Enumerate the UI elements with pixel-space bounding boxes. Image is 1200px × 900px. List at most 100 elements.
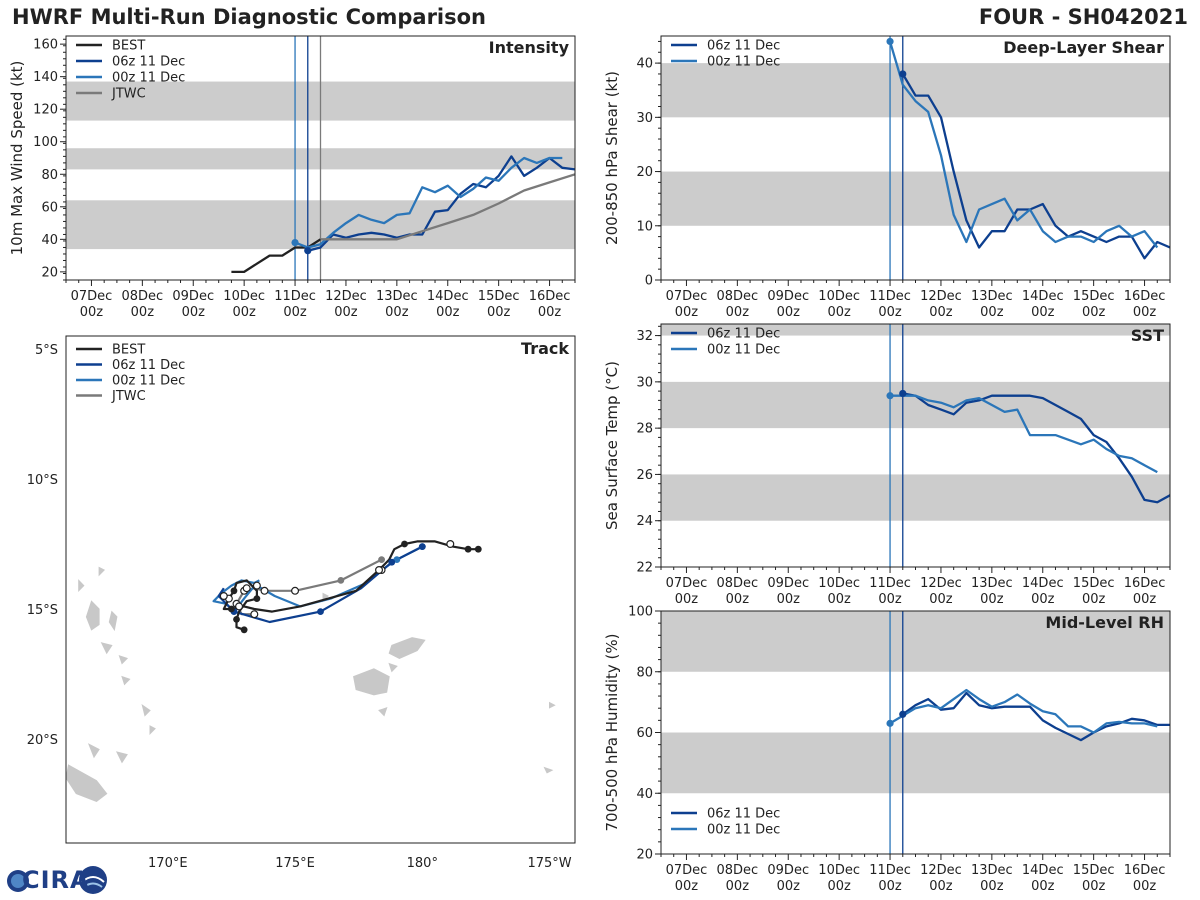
- sst-ytick-label: 32: [636, 329, 653, 344]
- shear-init-marker: [899, 70, 907, 78]
- sst-ytick-label: 30: [636, 375, 653, 390]
- shear-xtick-day: 12Dec: [920, 289, 962, 304]
- rh-ytick-label: 60: [636, 726, 653, 741]
- rh-xtick-hour: 00z: [1031, 879, 1055, 894]
- track-frame: [65, 335, 576, 844]
- intensity-series-line: [294, 156, 563, 249]
- panel-sst: 22242628303207Dec00z08Dec00z09Dec00z10De…: [603, 323, 1171, 607]
- rh-xtick-hour: 00z: [878, 879, 902, 894]
- cira-logo-icon: [7, 866, 107, 894]
- intensity-legend-label: JTWC: [111, 87, 146, 102]
- rh-legend-label: 00z 11 Dec: [707, 823, 780, 838]
- shear-xtick-day: 11Dec: [869, 289, 911, 304]
- shear-ytick-label: 20: [636, 165, 653, 180]
- rh-xtick-day: 09Dec: [767, 863, 809, 878]
- intensity-ytick-label: 100: [33, 135, 58, 150]
- panel-intensity: 2040608010012014016007Dec00z08Dec00z09De…: [8, 35, 576, 320]
- sst-init-marker: [899, 389, 907, 398]
- intensity-xtick-hour: 00z: [436, 305, 460, 320]
- sst-xtick-hour: 00z: [1133, 592, 1157, 607]
- sst-ytick-label: 26: [636, 468, 653, 483]
- sst-xtick-day: 08Dec: [716, 576, 758, 591]
- shear-xtick-hour: 00z: [878, 305, 902, 320]
- intensity-ytick-label: 140: [33, 70, 58, 85]
- shear-title: Deep-Layer Shear: [1003, 38, 1164, 57]
- sst-legend-label: 06z 11 Dec: [707, 327, 780, 342]
- shear-plot-area: [661, 36, 1170, 280]
- intensity-legend-label: BEST: [112, 39, 145, 54]
- intensity-xtick-hour: 00z: [385, 305, 409, 320]
- island-shape: [108, 610, 118, 632]
- rh-ytick-label: 80: [636, 665, 653, 680]
- rh-band: [661, 732, 1170, 794]
- shear-xtick-hour: 00z: [827, 305, 851, 320]
- island-shape: [141, 704, 151, 717]
- sst-xtick-hour: 00z: [827, 592, 851, 607]
- shear-xtick-day: 08Dec: [716, 289, 758, 304]
- track-point-open: [446, 539, 455, 548]
- shear-xtick-day: 15Dec: [1073, 289, 1115, 304]
- rh-xtick-day: 10Dec: [818, 863, 860, 878]
- rh-series-line: [889, 688, 1158, 734]
- shear-xtick-day: 14Dec: [1022, 289, 1064, 304]
- rh-init-marker: [899, 710, 907, 718]
- track-legend-label: 06z 11 Dec: [112, 358, 185, 373]
- sst-band: [661, 474, 1170, 521]
- track-point-filled: [233, 616, 240, 623]
- rh-ylabel: 700-500 hPa Humidity (%): [603, 633, 621, 831]
- track-ytick-label: 15°S: [27, 603, 58, 618]
- sst-xtick-hour: 00z: [675, 592, 699, 607]
- track-point-open: [291, 586, 300, 595]
- intensity-xtick-hour: 00z: [131, 305, 155, 320]
- shear-xtick-hour: 00z: [675, 305, 699, 320]
- sst-xtick-day: 13Dec: [971, 576, 1013, 591]
- rh-xtick-hour: 00z: [1082, 879, 1106, 894]
- intensity-xtick-hour: 00z: [80, 305, 104, 320]
- rh-xtick-day: 15Dec: [1073, 863, 1115, 878]
- shear-init-marker: [886, 37, 894, 46]
- rh-xtick-day: 13Dec: [971, 863, 1013, 878]
- sst-xtick-day: 16Dec: [1124, 576, 1166, 591]
- sst-xtick-hour: 00z: [726, 592, 750, 607]
- intensity-ytick-label: 60: [41, 200, 58, 215]
- shear-xtick-day: 09Dec: [767, 289, 809, 304]
- sst-xtick-hour: 00z: [777, 592, 801, 607]
- intensity-series-line: [320, 173, 575, 241]
- track-xtick-label: 170°E: [148, 856, 188, 871]
- rh-xtick-hour: 00z: [980, 879, 1004, 894]
- track-point-open: [219, 591, 228, 600]
- track-ytick-label: 10°S: [27, 473, 58, 488]
- sst-xtick-hour: 00z: [929, 592, 953, 607]
- sst-series-line: [890, 394, 1158, 474]
- sst-xtick-hour: 00z: [980, 592, 1004, 607]
- panel-track: 170°E 175°E 180° 175°W 5°S 10°S 15°S 20°S Track B…: [27, 335, 576, 871]
- track-point-filled: [230, 587, 238, 595]
- intensity-xtick-day: 10Dec: [223, 289, 265, 304]
- track-line: [222, 540, 479, 631]
- track-point-filled: [393, 556, 401, 563]
- rh-xtick-hour: 00z: [1133, 879, 1157, 894]
- sst-ytick-label: 22: [636, 561, 653, 576]
- sst-xtick-day: 07Dec: [666, 576, 708, 591]
- sst-xtick-day: 09Dec: [767, 576, 809, 591]
- rh-xtick-day: 14Dec: [1022, 863, 1064, 878]
- shear-legend-label: 06z 11 Dec: [707, 39, 780, 54]
- sst-xtick-day: 11Dec: [869, 576, 911, 591]
- shear-legend-label: 00z 11 Dec: [707, 55, 780, 70]
- rh-xtick-hour: 00z: [675, 879, 699, 894]
- island-shape: [388, 637, 426, 659]
- rh-series-line: [902, 691, 1170, 742]
- track-title: Track: [521, 339, 569, 358]
- intensity-xtick-day: 09Dec: [172, 289, 214, 304]
- track-legend-label: 00z 11 Dec: [112, 374, 185, 389]
- shear-xtick-hour: 00z: [726, 305, 750, 320]
- panel-rh: 2040608010007Dec00z08Dec00z09Dec00z10Dec…: [603, 605, 1171, 894]
- intensity-xtick-day: 12Dec: [325, 289, 367, 304]
- shear-ytick-label: 40: [636, 57, 653, 72]
- track-point-filled: [464, 545, 472, 553]
- rh-legend-label: 06z 11 Dec: [707, 807, 780, 822]
- track-point-open: [260, 586, 269, 595]
